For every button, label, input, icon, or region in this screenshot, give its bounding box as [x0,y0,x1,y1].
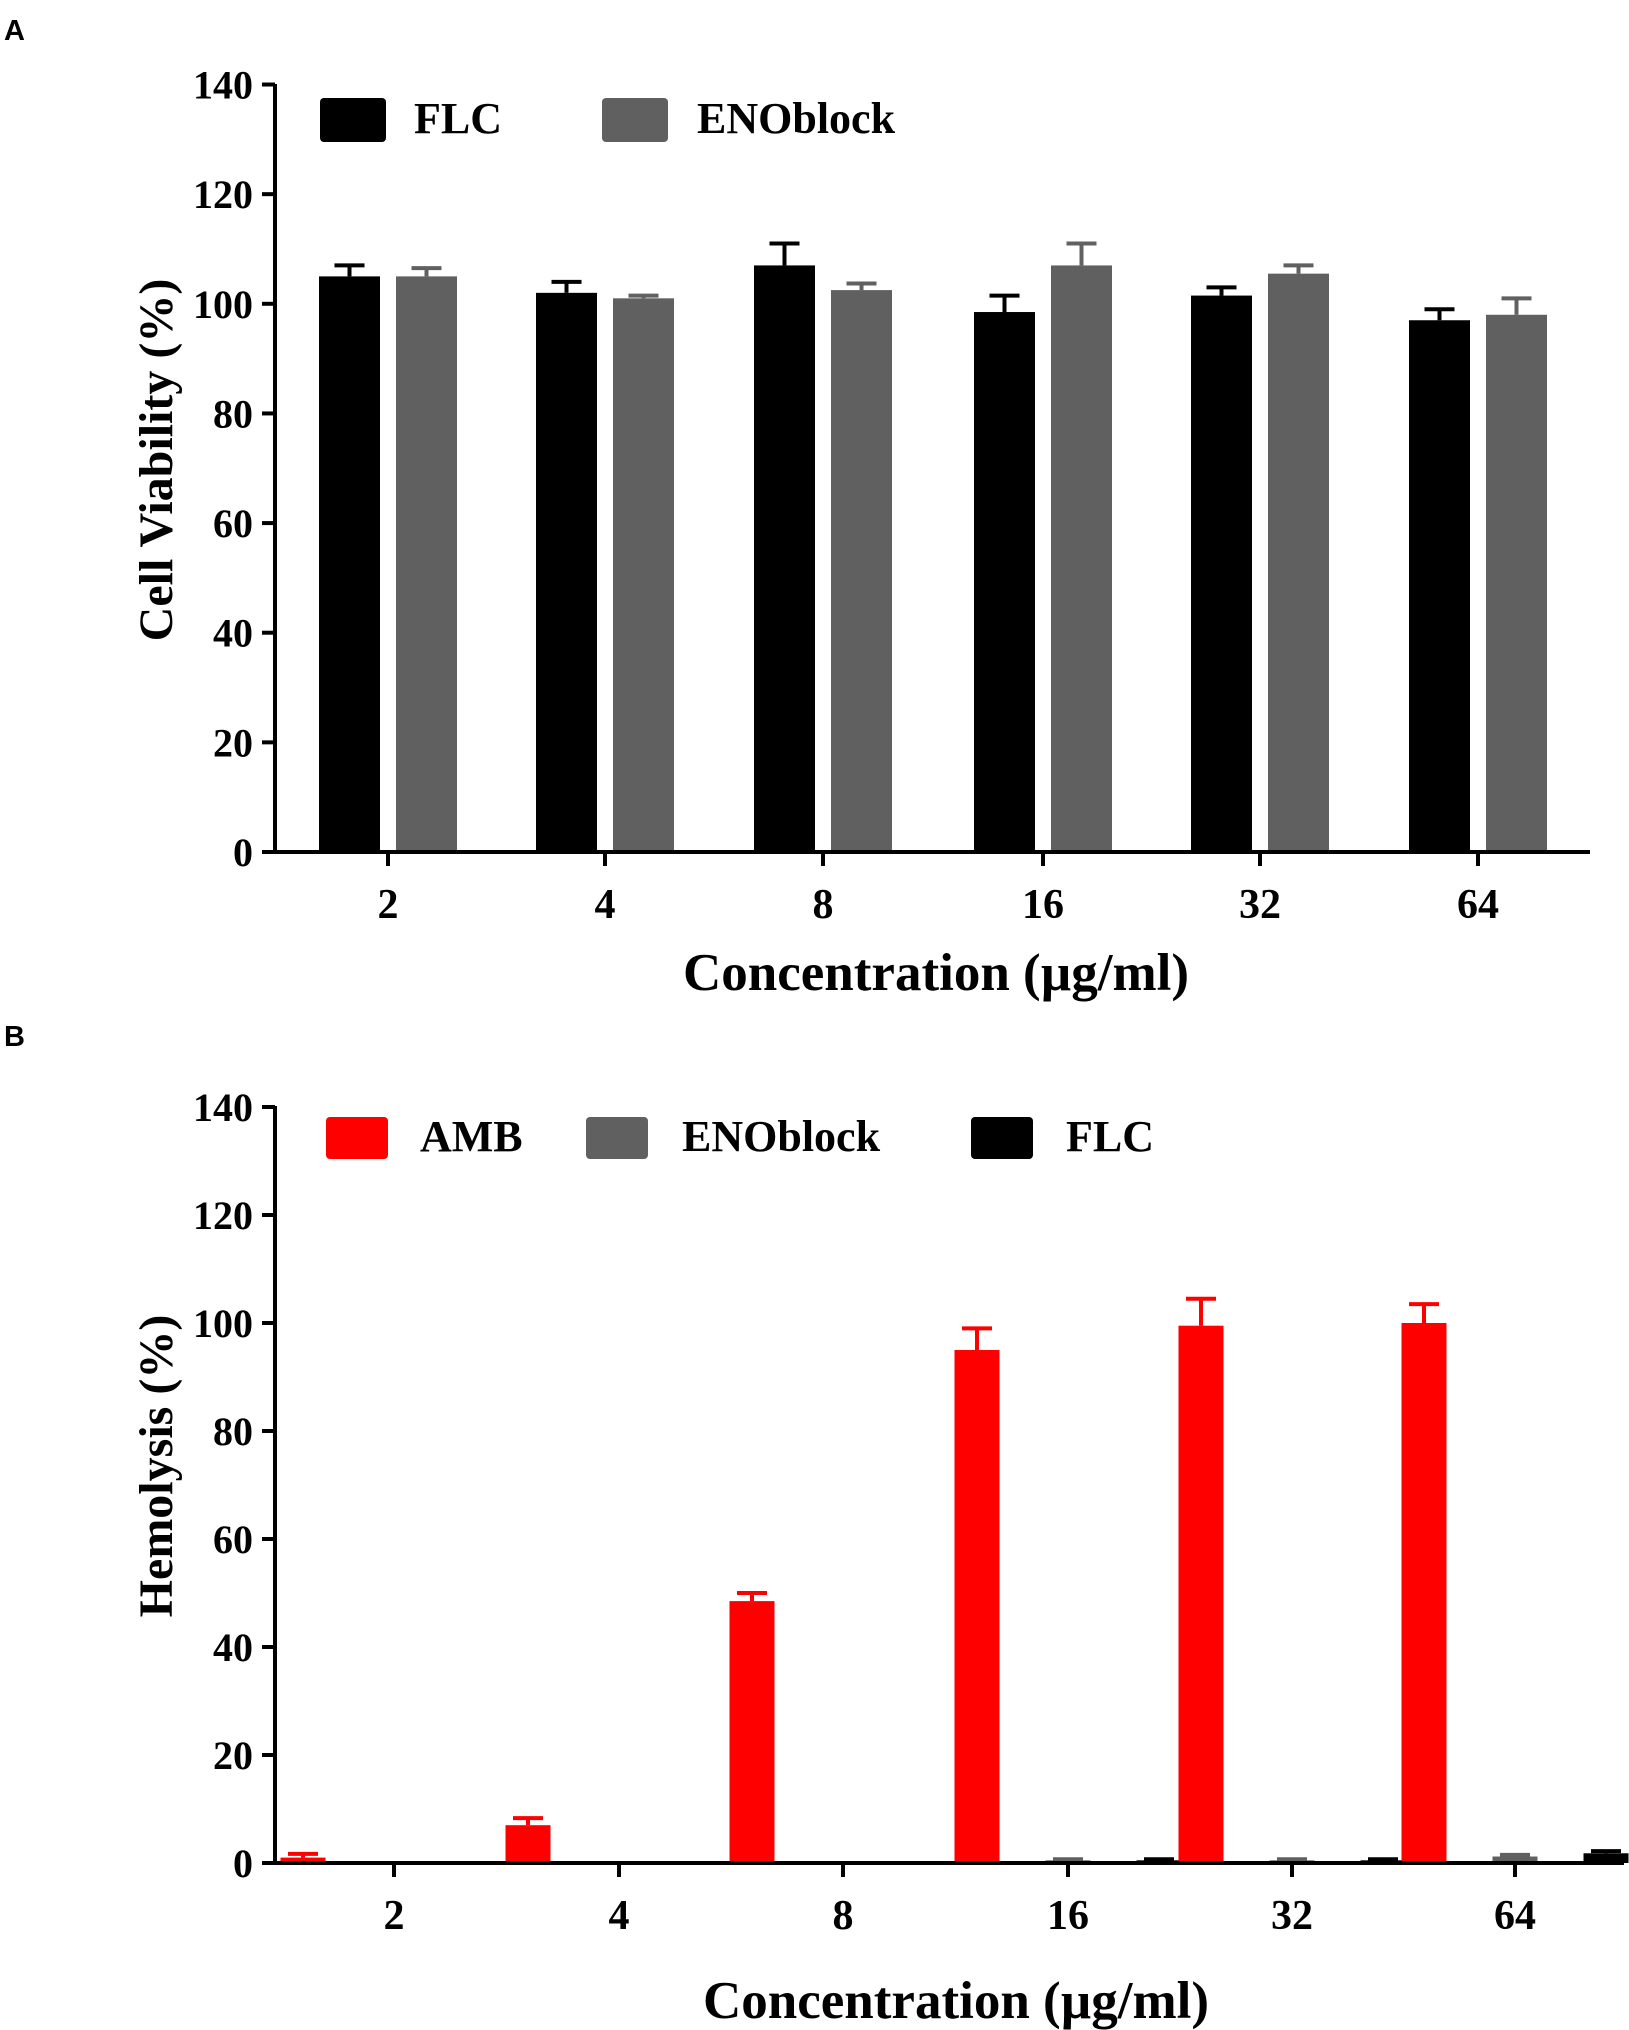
x-ticks-a: 2 4 8 16 32 64 [378,852,1499,928]
legend-swatch-flc [320,98,386,142]
y-tick-label-b: 120 [193,1193,253,1238]
y-axis-label-b: Hemolysis (%) [130,1315,183,1618]
x-tick-label-a: 8 [813,882,834,928]
y-tick-label-b: 40 [213,1625,253,1670]
x-tick-label-b: 32 [1271,1893,1313,1939]
x-tick-label-b: 16 [1047,1893,1089,1939]
legend-label-flc: FLC [414,94,502,143]
y-tick-label-b: 100 [193,1301,253,1346]
bar-flc-64 [1409,320,1470,853]
y-tick-label-a: 40 [213,611,253,656]
legend-a: FLC ENOblock [320,94,896,143]
x-axis-label-a: Concentration (µg/ml) [683,944,1189,1002]
bars-b [280,1296,1629,1863]
bar-amb-64 [1401,1323,1447,1863]
x-axis-label-b: Concentration (µg/ml) [703,1972,1209,2030]
y-tick-label-a: 60 [213,501,253,546]
y-tick-label-b: 80 [213,1409,253,1454]
x-tick-label-a: 64 [1457,882,1499,928]
legend-label-flc-b: FLC [1066,1112,1154,1161]
y-ticks-b: 0 20 40 60 80 100 120 140 [193,1085,275,1886]
y-axis-label-a: Cell Viability (%) [130,279,183,642]
bar-enoblock-64 [1492,1856,1538,1863]
x-tick-label-b: 8 [833,1893,854,1939]
y-tick-label-a: 140 [193,63,253,108]
legend-swatch-flc-b [971,1117,1033,1159]
bars-a [319,241,1547,853]
bar-flc-4 [536,292,597,852]
x-tick-label-a: 16 [1022,882,1064,928]
y-tick-label-a: 0 [233,830,253,875]
legend-swatch-enoblock [602,98,668,142]
bar-flc-2 [319,276,380,852]
y-ticks-a: 0 20 40 60 80 100 120 140 [193,63,275,875]
x-tick-label-a: 4 [595,882,616,928]
x-tick-label-a: 32 [1239,882,1281,928]
panel-b: B Hemolysis (%) Concentration (µg/ml) AM… [4,1021,1629,2030]
bar-flc-64 [1583,1853,1629,1863]
bar-amb-2 [280,1857,326,1863]
bar-enoblock-2 [396,276,457,852]
y-tick-label-b: 0 [233,1841,253,1886]
y-tick-label-a: 20 [213,720,253,765]
x-tick-label-b: 64 [1494,1893,1536,1939]
bar-amb-4 [505,1825,551,1863]
x-tick-label-b: 4 [609,1893,630,1939]
bar-amb-16 [954,1350,1000,1863]
bar-flc-16 [974,312,1035,852]
y-tick-label-a: 80 [213,391,253,436]
bar-enoblock-64 [1486,314,1547,852]
legend-b: AMB ENOblock FLC [326,1112,1154,1161]
bar-amb-8 [729,1601,775,1863]
x-tick-label-b: 2 [384,1893,405,1939]
legend-swatch-enoblock-b [586,1117,648,1159]
y-tick-label-a: 100 [193,282,253,327]
legend-label-enoblock: ENOblock [697,94,896,143]
bar-enoblock-8 [831,290,892,853]
legend-swatch-amb [326,1117,388,1159]
y-tick-label-b: 20 [213,1733,253,1778]
legend-label-amb: AMB [420,1112,523,1161]
panel-a: A Cell Viability (%) Concentration (µg/m… [4,15,1590,1002]
bar-enoblock-4 [613,298,674,852]
bar-flc-32 [1191,295,1252,852]
bar-enoblock-16 [1051,265,1112,852]
y-tick-label-a: 120 [193,172,253,217]
y-tick-label-b: 60 [213,1517,253,1562]
bar-flc-8 [754,265,815,852]
x-ticks-b: 2 4 8 16 32 64 [384,1863,1536,1939]
x-tick-label-a: 2 [378,882,399,928]
panel-label-b: B [4,1021,25,1053]
bar-amb-32 [1178,1325,1224,1863]
panel-label-a: A [4,15,25,47]
bar-enoblock-32 [1268,273,1329,852]
legend-label-enoblock-b: ENOblock [682,1112,881,1161]
y-tick-label-b: 140 [193,1085,253,1130]
